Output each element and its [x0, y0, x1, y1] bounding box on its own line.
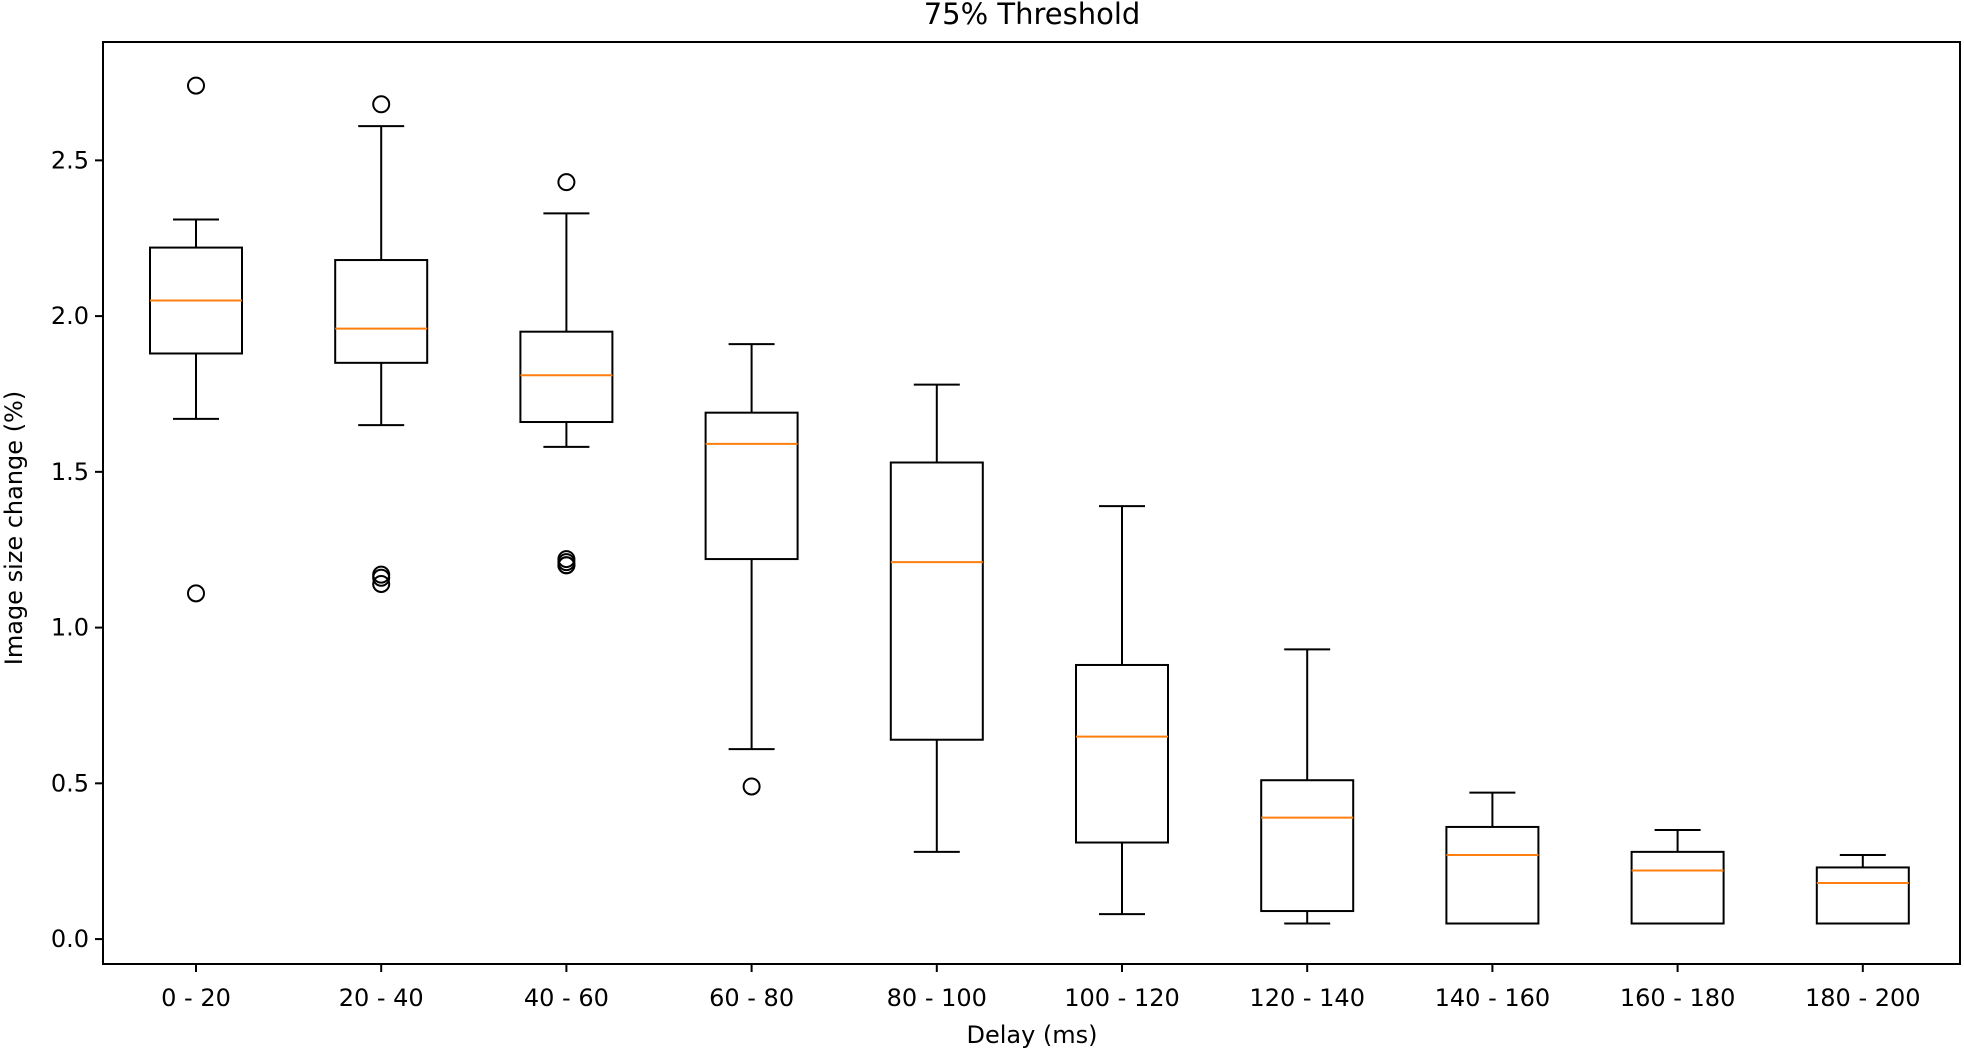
y-tick-label: 2.5 — [51, 146, 89, 174]
box-group — [519, 173, 614, 575]
iqr-box — [889, 461, 984, 741]
x-tick-label: 140 - 160 — [1435, 984, 1551, 1012]
x-axis: 0 - 20 20 - 40 40 - 60 60 - 80 80 - 100 100 -… — [161, 964, 1921, 1012]
y-axis-label: Image size change (%) — [0, 391, 28, 665]
x-tick-label: 0 - 20 — [161, 984, 231, 1012]
plot-area — [102, 41, 1961, 965]
x-tick-label: 40 - 60 — [524, 984, 609, 1012]
outlier-point — [557, 173, 576, 192]
x-tick-label: 60 - 80 — [709, 984, 794, 1012]
x-tick-label: 180 - 200 — [1805, 984, 1921, 1012]
x-tick-label: 160 - 180 — [1620, 984, 1736, 1012]
y-tick-label: 0.0 — [51, 925, 89, 953]
chart-title: 75% Threshold — [924, 0, 1141, 31]
iqr-box — [1815, 866, 1910, 925]
y-axis: 0.0 0.5 1.0 1.5 2.0 2.5 — [51, 146, 103, 953]
box-group — [149, 76, 243, 603]
outlier-point — [372, 95, 391, 114]
iqr-box — [1260, 779, 1355, 913]
outlier-point — [372, 574, 391, 593]
iqr-box — [1445, 825, 1540, 925]
x-tick-label: 80 - 100 — [887, 984, 987, 1012]
iqr-box — [1630, 850, 1725, 925]
x-tick-label: 120 - 140 — [1249, 984, 1365, 1012]
box-group — [1445, 791, 1540, 925]
outlier-point — [187, 76, 205, 95]
box-group — [889, 383, 984, 853]
outlier-point — [557, 556, 576, 575]
iqr-box — [1075, 663, 1169, 844]
iqr-box — [334, 259, 429, 364]
boxes — [149, 76, 1910, 925]
box-group — [1815, 853, 1910, 925]
x-tick-label: 20 - 40 — [339, 984, 424, 1012]
plot-frame — [102, 41, 1961, 965]
x-axis-label: Delay (ms) — [966, 1021, 1097, 1049]
iqr-box — [704, 411, 799, 561]
box-group — [1630, 829, 1725, 925]
y-tick-label: 0.5 — [51, 769, 89, 797]
y-tick-label: 1.0 — [51, 614, 89, 642]
y-tick-label: 1.5 — [51, 458, 89, 486]
outlier-point — [187, 584, 205, 603]
iqr-box — [519, 330, 614, 424]
box-group — [1260, 648, 1355, 925]
y-tick-label: 2.0 — [51, 302, 89, 330]
box-group — [704, 343, 799, 796]
box-group — [1075, 505, 1169, 916]
outlier-point — [742, 777, 761, 796]
box-group — [334, 95, 429, 593]
outlier-point — [372, 568, 391, 587]
x-tick-label: 100 - 120 — [1064, 984, 1180, 1012]
